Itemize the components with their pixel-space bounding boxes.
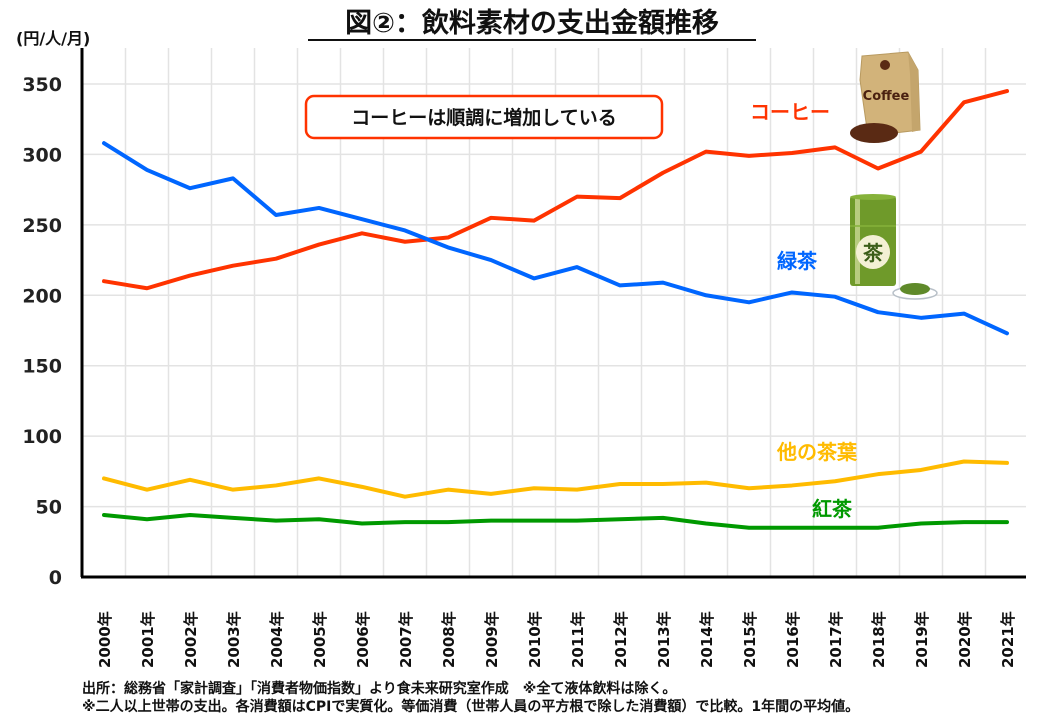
coffee-bag-label: Coffee — [863, 89, 910, 104]
line-other-tea — [102, 459, 1009, 499]
x-tick-label: 2013年 — [655, 611, 673, 668]
tea-can-label: 茶 — [863, 241, 884, 265]
annotation-box: コーヒーは順調に増加している — [304, 94, 664, 140]
x-tick-label: 2008年 — [440, 611, 458, 668]
series-lines — [102, 89, 1009, 530]
footnote-method: ※二人以上世帯の支出。各消費額はCPIで実質化。等価消費（世帯人員の平方根で除し… — [82, 698, 859, 715]
x-tick-label: 2021年 — [999, 611, 1017, 668]
x-tick-label: 2014年 — [698, 611, 716, 668]
x-tick-label: 2007年 — [397, 611, 415, 668]
annotation-text: コーヒーは順調に増加している — [351, 106, 616, 129]
x-tick-label: 2003年 — [225, 611, 243, 668]
y-tick-label: 0 — [49, 567, 62, 589]
label-green-tea: 緑茶 — [777, 249, 818, 273]
label-black-tea: 紅茶 — [812, 497, 853, 521]
x-tick-label: 2009年 — [483, 611, 501, 668]
y-axis-ticks: 0 50 100 150 200 250 300 350 — [22, 74, 62, 589]
x-tick-label: 2002年 — [182, 611, 200, 668]
x-axis-ticks: 2000年 2001年 2002年 2003年 2004年 2005年 2006年 2007年… — [96, 611, 1017, 668]
y-tick-label: 300 — [22, 144, 62, 166]
x-tick-label: 2016年 — [784, 611, 802, 668]
x-tick-label: 2018年 — [870, 611, 888, 668]
x-tick-label: 2012年 — [612, 611, 630, 668]
footnote-source: 出所：総務省「家計調査」「消費者物価指数」より食未来研究室作成 ※全て液体飲料は… — [82, 680, 676, 697]
x-tick-label: 2019年 — [913, 611, 931, 668]
x-tick-label: 2015年 — [741, 611, 759, 668]
y-axis-unit: (円/人/月) — [16, 29, 90, 48]
y-tick-label: 200 — [22, 285, 62, 307]
x-tick-label: 2011年 — [569, 611, 587, 668]
y-tick-label: 350 — [22, 74, 62, 96]
y-tick-label: 250 — [22, 215, 62, 237]
x-tick-label: 2000年 — [96, 611, 114, 668]
x-tick-label: 2001年 — [139, 611, 157, 668]
label-coffee: コーヒー — [750, 100, 830, 124]
y-tick-label: 150 — [22, 356, 62, 378]
chart-title: 図②：飲料素材の支出金額推移 — [345, 7, 719, 39]
green-tea-can-icon: 茶 — [850, 194, 938, 300]
label-other-tea: 他の茶葉 — [776, 440, 858, 464]
gridlines — [82, 48, 1026, 577]
x-tick-label: 2020年 — [956, 611, 974, 668]
x-tick-label: 2006年 — [354, 611, 372, 668]
line-black-tea — [102, 513, 1009, 530]
x-tick-label: 2010年 — [526, 611, 544, 668]
coffee-bag-icon: Coffee — [850, 51, 921, 143]
x-tick-label: 2004年 — [268, 611, 286, 668]
y-tick-label: 50 — [36, 497, 62, 519]
line-green-tea — [102, 141, 1009, 336]
y-tick-label: 100 — [22, 426, 62, 448]
line-coffee — [102, 89, 1009, 291]
x-tick-label: 2017年 — [827, 611, 845, 668]
x-tick-label: 2005年 — [311, 611, 329, 668]
